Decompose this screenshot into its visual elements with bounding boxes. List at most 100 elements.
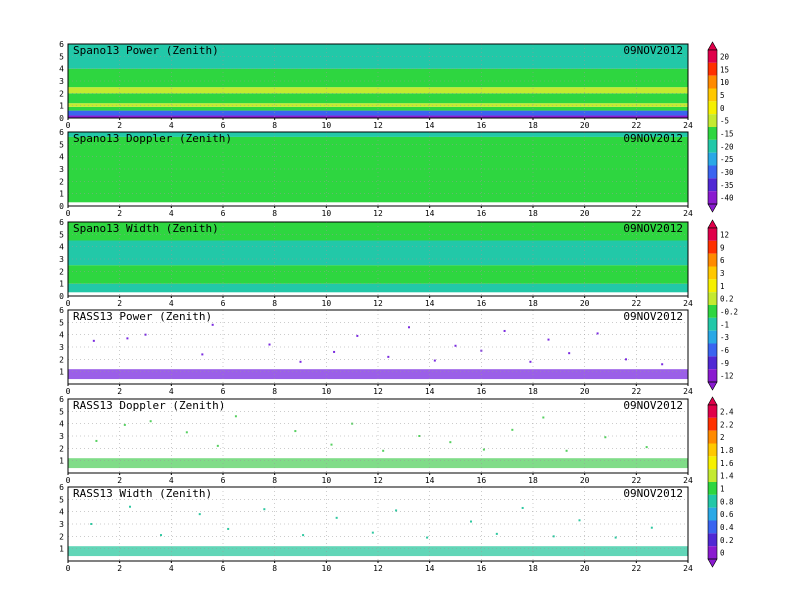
panel-date: 09NOV2012 xyxy=(623,222,683,235)
y-tick-label: 4 xyxy=(59,65,64,74)
x-tick-label: 2 xyxy=(117,209,122,218)
colorbar-tick-label: -0.2 xyxy=(720,307,738,316)
data-point xyxy=(268,343,271,346)
x-tick-label: 16 xyxy=(477,387,487,396)
data-point xyxy=(495,532,498,535)
data-point xyxy=(185,431,188,434)
y-tick-label: 0 xyxy=(59,114,64,123)
data-point xyxy=(95,439,98,442)
data-point xyxy=(568,352,571,355)
y-tick-label: 2 xyxy=(59,444,64,453)
colorbar-tick-label: 1.8 xyxy=(720,446,734,455)
colorbar-band xyxy=(708,178,717,192)
colorbar-band xyxy=(708,430,717,444)
data-point xyxy=(645,446,648,449)
colorbar-band xyxy=(708,343,717,357)
x-tick-label: 6 xyxy=(221,387,226,396)
x-tick-label: 10 xyxy=(322,209,332,218)
y-tick-label: 6 xyxy=(59,483,64,492)
x-tick-label: 10 xyxy=(322,476,332,485)
y-tick-label: 4 xyxy=(59,153,64,162)
x-tick-label: 12 xyxy=(373,209,383,218)
y-tick-label: 5 xyxy=(59,495,64,504)
panel-date: 09NOV2012 xyxy=(623,44,683,57)
x-tick-label: 6 xyxy=(221,564,226,573)
x-tick-label: 18 xyxy=(528,564,538,573)
colorbar-tick-label: 0.2 xyxy=(720,295,734,304)
panel-title: RASS13 Width (Zenith) xyxy=(73,487,212,500)
panel-date: 09NOV2012 xyxy=(623,310,683,323)
heat-layer xyxy=(68,110,688,116)
y-tick-label: 6 xyxy=(59,306,64,315)
panel-title: Spano13 Width (Zenith) xyxy=(73,222,219,235)
y-tick-label: 2 xyxy=(59,355,64,364)
colorbar-arrow-top xyxy=(707,41,718,51)
data-point xyxy=(387,355,390,358)
colorbar-band xyxy=(708,292,717,305)
x-tick-label: 24 xyxy=(683,121,693,130)
data-point xyxy=(565,449,568,452)
data-point xyxy=(661,363,664,366)
colorbar-arrow-bottom xyxy=(707,203,718,213)
x-tick-label: 16 xyxy=(477,564,487,573)
data-point xyxy=(371,531,374,534)
x-tick-label: 2 xyxy=(117,476,122,485)
y-tick-label: 4 xyxy=(59,331,64,340)
data-point xyxy=(126,337,129,340)
colorbar-frame xyxy=(707,49,718,205)
x-tick-label: 12 xyxy=(373,387,383,396)
colorbar-tick-label: -30 xyxy=(720,168,734,177)
x-tick-label: 16 xyxy=(477,476,487,485)
heat-layer xyxy=(68,68,688,88)
data-point xyxy=(234,415,237,418)
y-tick-label: 3 xyxy=(59,343,64,352)
colorbar-band xyxy=(708,50,717,63)
y-tick-label: 1 xyxy=(59,280,64,289)
colorbar-band xyxy=(708,533,717,547)
data-point xyxy=(521,506,524,509)
colorbar-tick-label: 0 xyxy=(720,549,725,558)
data-point xyxy=(129,505,131,508)
colorbar-tick-label: 1.6 xyxy=(720,459,734,468)
data-point xyxy=(335,516,338,519)
colorbar-band xyxy=(708,279,717,293)
data-point xyxy=(294,430,297,433)
data-point xyxy=(144,333,147,336)
colorbar-band xyxy=(708,417,717,431)
colorbar-tick-label: -20 xyxy=(720,142,734,151)
colorbar-band xyxy=(708,317,717,331)
colorbar-tick-label: 12 xyxy=(720,230,729,239)
y-tick-label: 5 xyxy=(59,230,64,239)
panel-date: 09NOV2012 xyxy=(623,399,683,412)
x-tick-label: 18 xyxy=(528,121,538,130)
x-tick-label: 0 xyxy=(66,121,71,130)
x-tick-label: 22 xyxy=(632,299,642,308)
x-tick-label: 18 xyxy=(528,209,538,218)
panel-date: 09NOV2012 xyxy=(623,132,683,145)
x-tick-label: 24 xyxy=(683,299,693,308)
x-tick-label: 22 xyxy=(632,121,642,130)
colorbar-band xyxy=(708,101,717,115)
data-point xyxy=(503,329,506,332)
colorbar-band xyxy=(708,191,717,204)
colorbar-tick-label: 0 xyxy=(720,104,725,113)
colorbar-tick-label: -1 xyxy=(720,320,729,329)
colorbar-band xyxy=(708,469,717,482)
colorbar-band xyxy=(708,405,717,418)
x-tick-label: 14 xyxy=(425,564,435,573)
data-point xyxy=(227,527,230,530)
data-point xyxy=(216,444,219,447)
colorbar-tick-label: 5 xyxy=(720,91,725,100)
data-point xyxy=(614,536,617,539)
y-tick-label: 4 xyxy=(59,243,64,252)
colorbar-band xyxy=(708,520,717,534)
x-tick-label: 12 xyxy=(373,564,383,573)
y-tick-label: 0 xyxy=(59,202,64,211)
x-tick-label: 4 xyxy=(169,121,174,130)
colorbar-tick-label: 1 xyxy=(720,484,725,493)
colorbar-tick-label: 2 xyxy=(720,433,725,442)
colorbar-band xyxy=(708,75,717,89)
colorbar: 20 15 10 5 0 -5 -15 -20 -25 -30 -35 -40 xyxy=(707,41,734,213)
